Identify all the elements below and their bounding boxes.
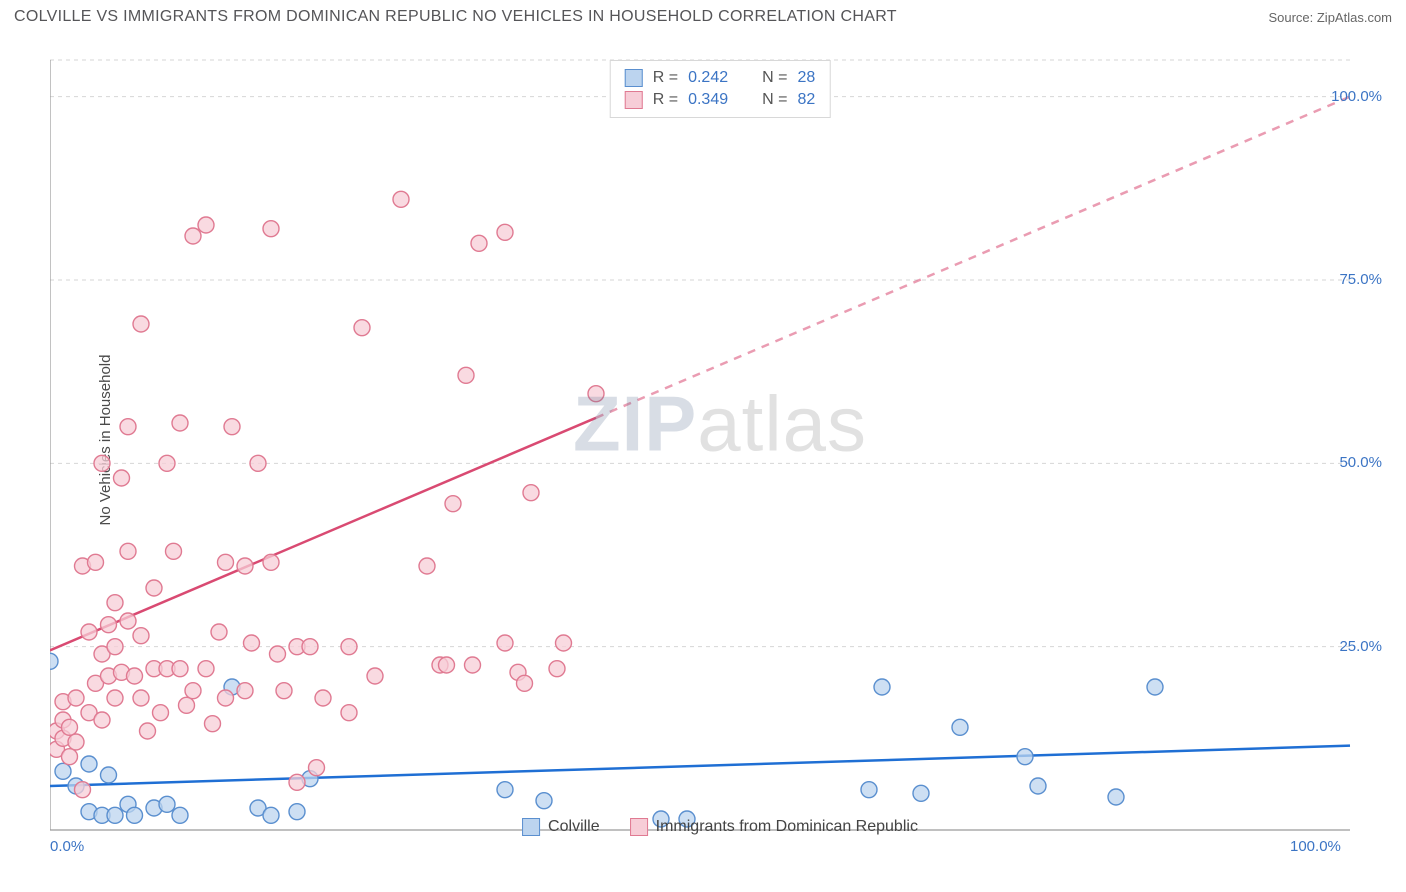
x-tick-label: 100.0% (1290, 838, 1341, 855)
legend-swatch (522, 818, 540, 836)
n-value: 28 (797, 69, 815, 87)
n-value: 82 (797, 91, 815, 109)
legend-item-colville: Colville (522, 818, 600, 836)
x-tick-label: 0.0% (50, 838, 84, 855)
r-value: 0.242 (688, 69, 728, 87)
y-tick-label: 100.0% (1331, 88, 1382, 105)
n-label: N = (762, 69, 787, 87)
legend-row-immigrants: R = 0.349 N = 82 (625, 89, 816, 111)
r-label: R = (653, 69, 678, 87)
y-tick-label: 25.0% (1339, 638, 1382, 655)
y-tick-label: 50.0% (1339, 454, 1382, 471)
chart-title: COLVILLE VS IMMIGRANTS FROM DOMINICAN RE… (14, 8, 897, 26)
correlation-legend: R = 0.242 N = 28 R = 0.349 N = 82 (610, 60, 831, 118)
legend-swatch (625, 69, 643, 87)
legend-swatch (630, 818, 648, 836)
chart-source: Source: ZipAtlas.com (1268, 10, 1392, 25)
legend-item-immigrants: Immigrants from Dominican Republic (630, 818, 918, 836)
y-tick-label: 75.0% (1339, 271, 1382, 288)
legend-label: Immigrants from Dominican Republic (656, 818, 918, 836)
series-legend: Colville Immigrants from Dominican Republ… (522, 818, 918, 836)
chart-header: COLVILLE VS IMMIGRANTS FROM DOMINICAN RE… (0, 0, 1406, 30)
legend-row-colville: R = 0.242 N = 28 (625, 67, 816, 89)
legend-swatch (625, 91, 643, 109)
chart-area: No Vehicles in Household ZIPatlas R =0.2… (50, 40, 1390, 840)
scatter-plot (50, 40, 1390, 840)
legend-label: Colville (548, 818, 600, 836)
n-label: N = (762, 91, 787, 109)
r-label: R = (653, 91, 678, 109)
r-value: 0.349 (688, 91, 728, 109)
